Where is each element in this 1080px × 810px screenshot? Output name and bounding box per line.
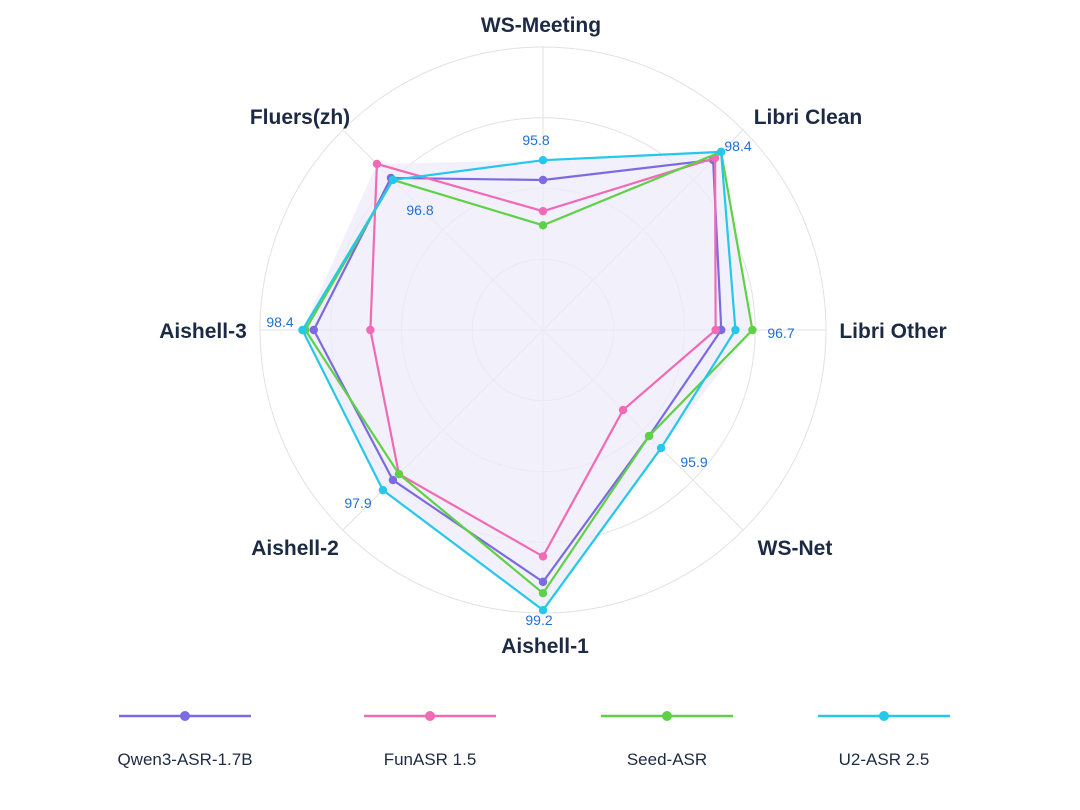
axis-label: WS-Net [758,537,833,560]
axis-label: Libri Clean [754,106,863,129]
series-point-4 [538,156,548,165]
series-point-3 [394,469,404,479]
series-point-3 [644,431,654,441]
series-point-4 [298,325,307,335]
series-point-2 [366,325,375,335]
value-label: 96.8 [406,202,433,218]
series-point-1 [538,175,548,185]
value-label: 95.8 [522,132,549,148]
series-point-4 [388,175,398,185]
axis-label: Fluers(zh) [250,106,350,129]
series-point-4 [716,147,726,157]
legend-marker-1 [180,711,190,721]
series-point-3 [538,588,548,598]
axis-label: Aishell-2 [251,537,339,560]
value-label: 97.9 [344,495,371,511]
legend-label: U2-ASR 2.5 [839,750,930,769]
series-point-2 [372,159,382,169]
series-point-1 [388,475,398,485]
series-point-4 [731,325,740,335]
series-point-2 [538,206,548,216]
axis-label: Aishell-1 [501,635,589,658]
series-point-2 [711,325,720,335]
series-point-2 [538,552,548,561]
legend-label: Qwen3-ASR-1.7B [117,750,252,769]
series-point-3 [748,325,757,335]
legend-label: FunASR 1.5 [384,750,477,769]
value-label: 98.4 [724,138,751,154]
axis-label: WS-Meeting [481,14,601,37]
legend-marker-3 [662,711,672,721]
axis-label: Libri Other [839,320,946,343]
value-label: 98.4 [266,314,293,330]
series-point-1 [309,325,318,335]
series-point-3 [538,221,548,230]
value-label: 99.2 [525,612,552,628]
value-label: 96.7 [767,325,794,341]
series-point-1 [538,577,548,587]
series-point-4 [378,485,388,495]
series-point-2 [618,405,628,415]
value-label: 95.9 [680,454,707,470]
legend-label: Seed-ASR [627,750,707,769]
axis-label: Aishell-3 [159,320,247,343]
legend-marker-2 [425,711,435,721]
series-point-4 [538,605,548,615]
series-point-4 [656,443,666,453]
legend-marker-4 [879,711,889,721]
